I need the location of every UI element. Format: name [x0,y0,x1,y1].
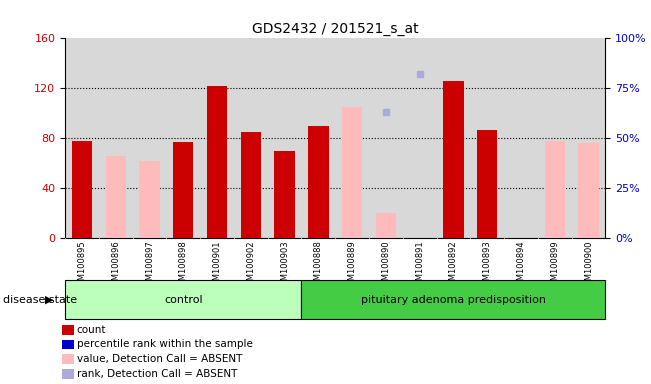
Text: GSM100892: GSM100892 [449,240,458,291]
Bar [308,126,329,238]
Text: GSM100896: GSM100896 [111,240,120,291]
Text: GSM100902: GSM100902 [246,240,255,291]
Bar [173,142,193,238]
Text: GSM100899: GSM100899 [550,240,559,291]
Bar [241,132,261,238]
Bar [105,156,126,238]
Bar [342,107,362,238]
Text: pituitary adenoma predisposition: pituitary adenoma predisposition [361,295,546,305]
Text: control: control [164,295,202,305]
Text: GSM100901: GSM100901 [213,240,221,291]
Text: GSM100897: GSM100897 [145,240,154,291]
Bar [207,86,227,238]
Bar [139,161,159,238]
Bar [301,280,605,319]
Bar [72,141,92,238]
Bar [275,151,295,238]
Bar [578,143,599,238]
Text: GSM100894: GSM100894 [516,240,525,291]
Text: GSM100900: GSM100900 [584,240,593,291]
Text: percentile rank within the sample: percentile rank within the sample [77,339,253,349]
Bar [477,129,497,238]
Bar [578,143,599,238]
Bar [65,280,301,319]
Text: GSM100895: GSM100895 [77,240,87,291]
Text: GSM100889: GSM100889 [348,240,357,291]
Text: disease state: disease state [3,295,77,305]
Text: GSM100898: GSM100898 [179,240,187,291]
Text: GSM100888: GSM100888 [314,240,323,291]
Text: GSM100893: GSM100893 [483,240,492,291]
Text: rank, Detection Call = ABSENT: rank, Detection Call = ABSENT [77,369,237,379]
Text: GSM100890: GSM100890 [381,240,391,291]
Bar [545,141,565,238]
Title: GDS2432 / 201521_s_at: GDS2432 / 201521_s_at [252,22,419,36]
Text: count: count [77,325,106,335]
Bar [376,213,396,238]
Text: value, Detection Call = ABSENT: value, Detection Call = ABSENT [77,354,242,364]
Bar [443,81,464,238]
Bar [545,141,565,238]
Text: GSM100891: GSM100891 [415,240,424,291]
Text: ▶: ▶ [44,295,53,305]
Text: GSM100903: GSM100903 [280,240,289,291]
